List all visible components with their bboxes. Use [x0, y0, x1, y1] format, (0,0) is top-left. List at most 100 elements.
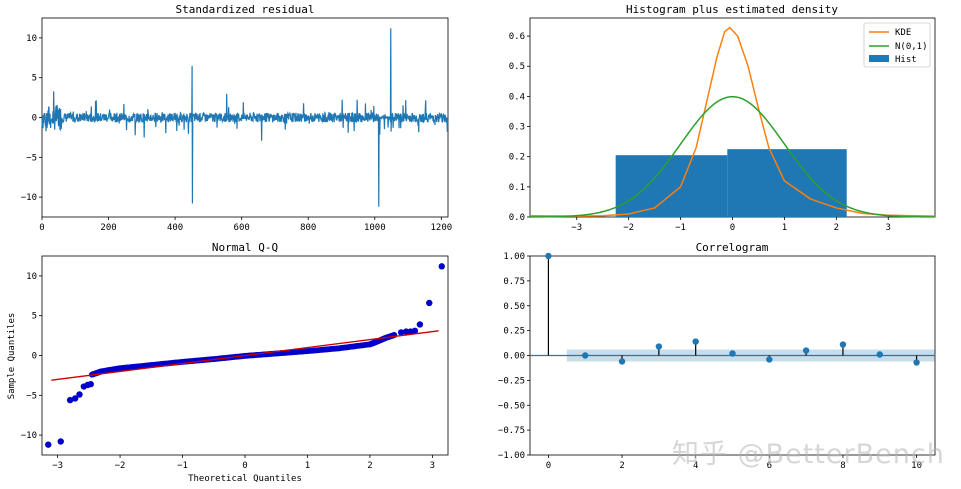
correlogram-panel: Correlogram 0 2 4 6 8 10−1.00−0.75−0.50−0.250… [498, 241, 936, 471]
y-tick-label: −1.00 [498, 451, 525, 461]
x-tick-label: 0 [730, 223, 735, 233]
acf-marker [582, 352, 589, 359]
kde-line [529, 26, 936, 217]
x-axis-label: Theoretical Quantiles [188, 474, 302, 484]
x-tick-label: 800 [300, 223, 316, 233]
y-tick-label: −0.50 [498, 401, 525, 411]
x-tick-label: 0 [39, 223, 44, 233]
normal-density-line [529, 95, 936, 218]
legend-hist-swatch [869, 55, 889, 62]
axis-ticks: 0 200 400 600 800 1000 1200 −10 −5 0 5 10 [21, 34, 452, 233]
chart-title: Histogram plus estimated density [626, 3, 838, 16]
x-tick-label: 8 [840, 461, 845, 471]
x-tick-label: 400 [167, 223, 183, 233]
y-tick-label: −5 [26, 153, 37, 163]
qq-point [426, 299, 433, 307]
x-tick-label: −2 [115, 461, 126, 471]
acf-marker [876, 351, 883, 358]
y-tick-label: 0.4 [509, 92, 525, 102]
acf-marker [729, 350, 736, 357]
y-tick-label: 0 [32, 352, 37, 362]
qq-point [66, 396, 74, 404]
x-tick-label: 2 [367, 461, 372, 471]
x-tick-label: 1 [305, 461, 310, 471]
x-tick-label: −1 [675, 223, 686, 233]
x-tick-label: 600 [234, 223, 250, 233]
x-tick-label: 4 [693, 461, 698, 471]
qq-point [76, 391, 83, 398]
y-tick-label: 0.3 [509, 123, 525, 133]
legend-hist-label: Hist [895, 55, 917, 65]
x-tick-label: 3 [430, 461, 435, 471]
chart-title: Normal Q-Q [212, 241, 278, 254]
y-tick-label: −0.75 [498, 426, 525, 436]
x-tick-label: 3 [886, 223, 891, 233]
y-tick-label: −10 [21, 431, 37, 441]
x-tick-label: −3 [52, 461, 63, 471]
chart-title: Correlogram [696, 241, 769, 254]
qq-point [57, 438, 64, 445]
y-tick-label: −0.25 [498, 376, 525, 386]
y-tick-label: 0.50 [503, 302, 525, 312]
residual-series-line [41, 28, 449, 207]
x-tick-label: 0 [242, 461, 247, 471]
acf-marker [692, 338, 699, 345]
acf-marker [839, 341, 847, 348]
x-tick-label: 2 [619, 461, 624, 471]
x-tick-label: 1200 [431, 223, 453, 233]
y-tick-label: 0.1 [509, 183, 525, 193]
legend: KDE N(0,1) Hist [863, 22, 931, 68]
acf-marker [618, 358, 626, 365]
y-tick-label: 0.00 [503, 352, 525, 362]
y-tick-label: 0.2 [509, 153, 525, 163]
legend-kde-label: KDE [895, 28, 911, 38]
y-tick-label: 10 [26, 272, 37, 282]
watermark: 知乎 @BetterBench [672, 439, 945, 470]
y-tick-label: 0.6 [509, 32, 525, 42]
y-tick-label: 10 [26, 34, 37, 44]
y-tick-label: 0.5 [509, 62, 525, 72]
y-tick-label: 0.75 [503, 277, 525, 287]
acf-marker [913, 359, 920, 366]
hist-bar [615, 155, 728, 217]
x-tick-label: −2 [623, 223, 634, 233]
y-tick-label: 5 [32, 312, 37, 322]
x-tick-label: 2 [834, 223, 839, 233]
y-tick-label: 0.0 [509, 213, 525, 223]
qq-point [402, 328, 410, 335]
acf-stems [545, 252, 920, 366]
y-tick-label: −10 [21, 193, 37, 203]
qq-point [411, 327, 419, 335]
x-tick-label: 10 [911, 461, 922, 471]
chart-title: Standardized residual [175, 3, 314, 16]
qq-point [438, 263, 445, 270]
x-tick-label: 200 [100, 223, 116, 233]
standardized-residual-panel: Standardized residual 0 200 400 600 800 1000 1… [21, 3, 452, 233]
histogram-density-panel: Histogram plus estimated density −3 −2 −1 0… [509, 3, 936, 233]
acf-marker [655, 343, 663, 350]
y-tick-label: 0 [32, 114, 37, 124]
x-tick-label: −3 [571, 223, 582, 233]
x-tick-label: 1000 [364, 223, 386, 233]
acf-marker [766, 356, 773, 363]
qq-point [416, 321, 424, 328]
x-tick-label: 6 [767, 461, 772, 471]
y-tick-label: 1.00 [503, 252, 525, 262]
y-tick-label: −5 [26, 391, 37, 401]
histogram-bars [615, 149, 847, 217]
acf-marker [545, 252, 552, 260]
x-tick-label: 1 [782, 223, 787, 233]
reference-line [51, 330, 439, 381]
y-axis-label: Sample Quantiles [7, 313, 17, 400]
x-tick-label: −1 [177, 461, 188, 471]
x-tick-label: 0 [546, 461, 551, 471]
qq-point [45, 441, 52, 448]
legend-normal-label: N(0,1) [895, 42, 928, 52]
axis-ticks: −3 −2 −1 0 1 2 3 0.0 0.1 0.2 0.3 0.4 0.5 0.6 [509, 32, 891, 233]
axis-ticks: 0 2 4 6 8 10 −1.00 −0.75 −0.50 −0.25 0.00 0.25 0.50 0… [498, 252, 922, 471]
acf-marker [802, 347, 810, 354]
qq-point [71, 395, 79, 402]
y-tick-label: 0.25 [503, 327, 525, 337]
